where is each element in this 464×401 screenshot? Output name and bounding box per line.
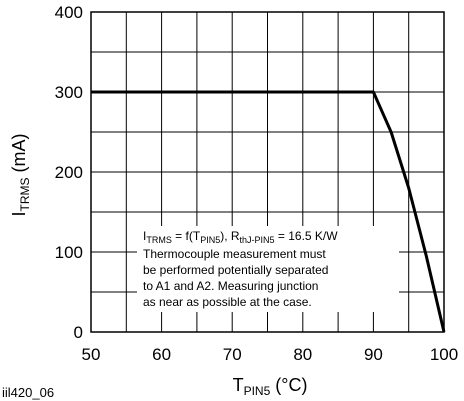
- x-tick-label: 90: [364, 345, 383, 364]
- annotation-line-2: be performed potentially separated: [143, 263, 328, 277]
- annotation-line-1: Thermocouple measurement must: [143, 247, 326, 261]
- series-line: [91, 90, 446, 333]
- annotation-line-3: to A1 and A2. Measuring junction: [143, 279, 318, 293]
- annotation-formula: ITRMS = f(TPIN5), RthJ-PIN5 = 16.5 K/W: [143, 229, 338, 245]
- y-tick-label: 200: [55, 163, 83, 182]
- y-tick-label: 0: [74, 323, 83, 342]
- y-tick-label: 300: [55, 83, 83, 102]
- plot-frame: [90, 11, 445, 333]
- y-tick-labels: 0 100 200 300 400: [55, 3, 83, 342]
- annotation-line-4: as near as possible at the case.: [143, 295, 312, 309]
- y-axis-title: ITRMS (mA): [9, 133, 32, 216]
- y-tick-label: 400: [55, 3, 83, 22]
- annotation-background: [137, 226, 399, 312]
- annotation-box: [137, 226, 399, 312]
- x-tick-label: 70: [223, 345, 242, 364]
- x-axis-title: TPIN5 (°C): [233, 375, 308, 398]
- series-group: [91, 90, 446, 333]
- x-tick-label: 80: [293, 345, 312, 364]
- x-tick-label: 100: [430, 345, 458, 364]
- x-tick-labels: 50 60 70 80 90 100: [82, 345, 459, 364]
- x-tick-label: 50: [82, 345, 101, 364]
- figure-id: iil420_06: [2, 385, 54, 400]
- x-tick-label: 60: [152, 345, 171, 364]
- y-tick-label: 100: [55, 243, 83, 262]
